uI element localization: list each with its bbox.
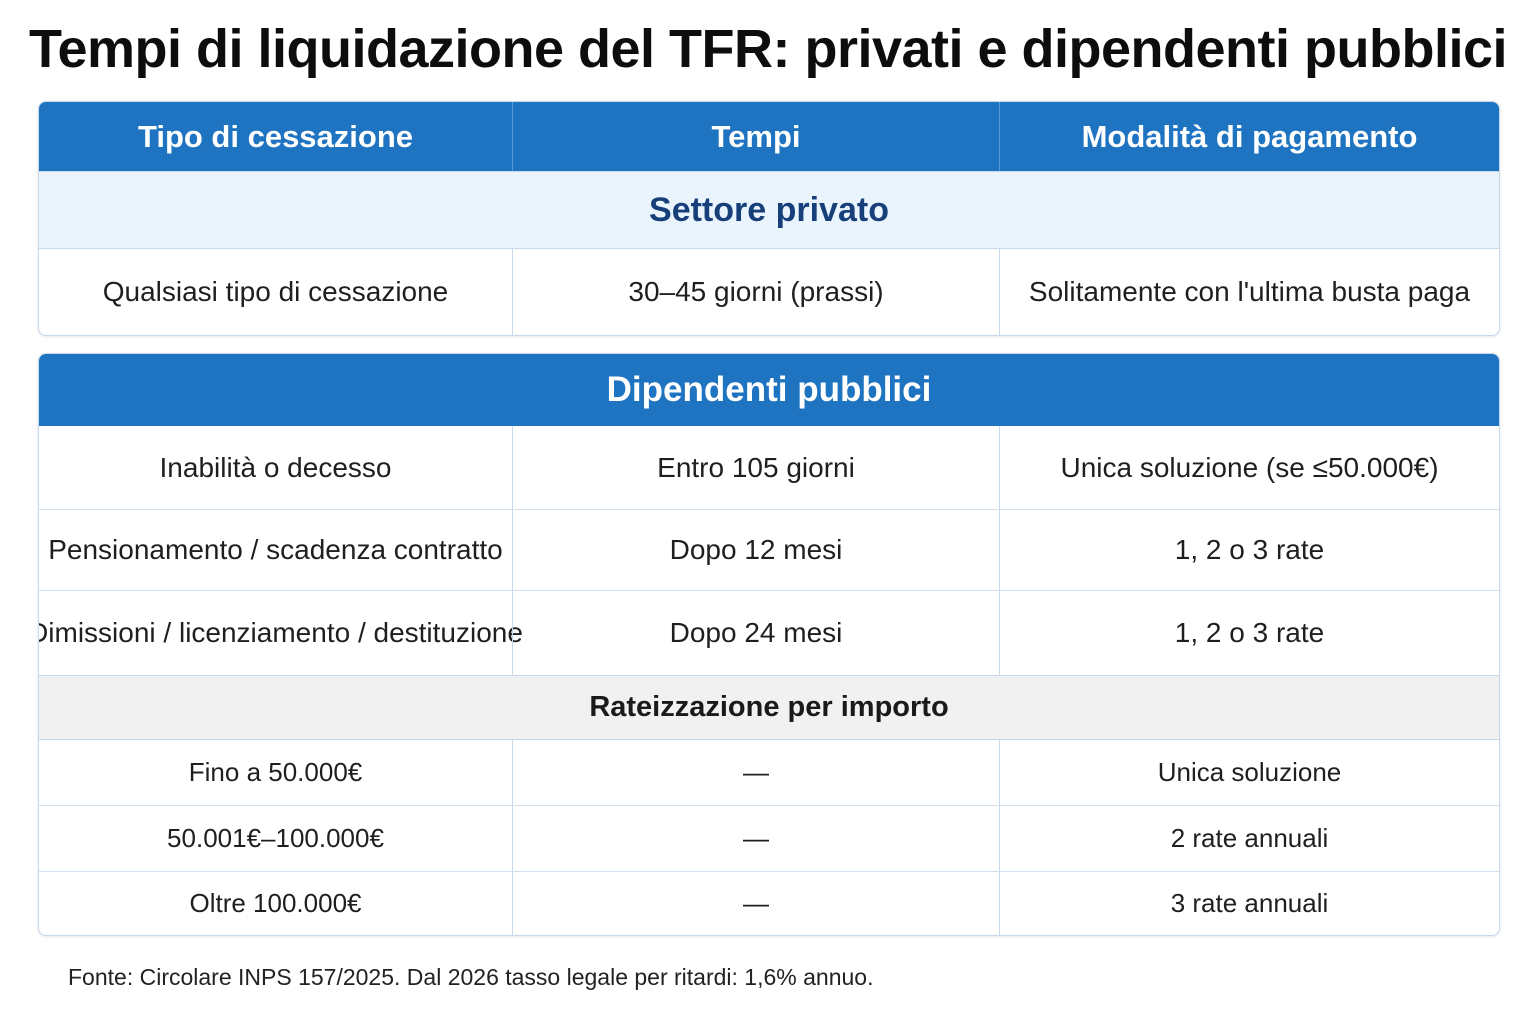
cell-tipo: Dimissioni / licenziamento / destituzion… — [38, 617, 523, 648]
cell-pagamento: Unica soluzione — [999, 740, 1499, 805]
table-row: Fino a 50.000€ — Unica soluzione — [39, 740, 1499, 806]
table-row: Dimissioni / licenziamento / destituzion… — [39, 591, 1499, 675]
cell-tipo: Inabilità o decesso — [159, 451, 392, 483]
cell-importo: Oltre 100.000€ — [189, 888, 362, 918]
section-label: Settore privato — [649, 190, 889, 229]
header-tipo-cessazione: Tipo di cessazione — [137, 118, 414, 154]
table-row: Qualsiasi tipo di cessazione 30–45 giorn… — [39, 249, 1499, 335]
cell-importo: Fino a 50.000€ — [188, 757, 363, 787]
section-rateizzazione: Rateizzazione per importo — [39, 675, 1499, 740]
cell-importo: 50.001€–100.000€ — [167, 823, 384, 853]
cell-pagamento: Unica soluzione (se ≤50.000€) — [999, 426, 1499, 509]
cell-pagamento: Solitamente con l'ultima busta paga — [999, 249, 1499, 335]
table-row: Oltre 100.000€ — 3 rate annuali — [39, 872, 1499, 935]
public-employees-table: Dipendenti pubblici Inabilità o decesso … — [38, 353, 1500, 936]
section-settore-privato: Settore privato — [39, 171, 1499, 249]
page-title: Tempi di liquidazione del TFR: privati e… — [28, 19, 1508, 79]
table-header-row: Tipo di cessazione Tempi Modalità di pag… — [39, 102, 1499, 171]
section-label: Rateizzazione per importo — [589, 691, 949, 723]
cell-tempi: — — [512, 872, 999, 935]
section-dipendenti-pubblici: Dipendenti pubblici — [39, 354, 1499, 426]
cell-tempi: Entro 105 giorni — [512, 426, 999, 509]
cell-tempi: — — [512, 806, 999, 871]
cell-tempi: 30–45 giorni (prassi) — [512, 249, 999, 335]
cell-tempi: Dopo 24 mesi — [512, 591, 999, 675]
cell-pagamento: 2 rate annuali — [999, 806, 1499, 871]
cell-pagamento: 1, 2 o 3 rate — [999, 510, 1499, 590]
table-row: Inabilità o decesso Entro 105 giorni Uni… — [39, 426, 1499, 510]
header-tempi: Tempi — [512, 102, 999, 171]
source-footnote: Fonte: Circolare INPS 157/2025. Dal 2026… — [68, 964, 874, 990]
section-label: Dipendenti pubblici — [606, 370, 932, 409]
cell-tipo: Qualsiasi tipo di cessazione — [102, 276, 449, 307]
cell-tempi: — — [512, 740, 999, 805]
cell-tempi: Dopo 12 mesi — [512, 510, 999, 590]
cell-pagamento: 3 rate annuali — [999, 872, 1499, 935]
header-modalita-pagamento: Modalità di pagamento — [999, 102, 1499, 171]
private-sector-table: Tipo di cessazione Tempi Modalità di pag… — [38, 101, 1500, 336]
table-row: 50.001€–100.000€ — 2 rate annuali — [39, 806, 1499, 872]
cell-pagamento: 1, 2 o 3 rate — [999, 591, 1499, 675]
cell-tipo: Pensionamento / scadenza contratto — [48, 534, 503, 565]
table-row: Pensionamento / scadenza contratto Dopo … — [39, 510, 1499, 591]
